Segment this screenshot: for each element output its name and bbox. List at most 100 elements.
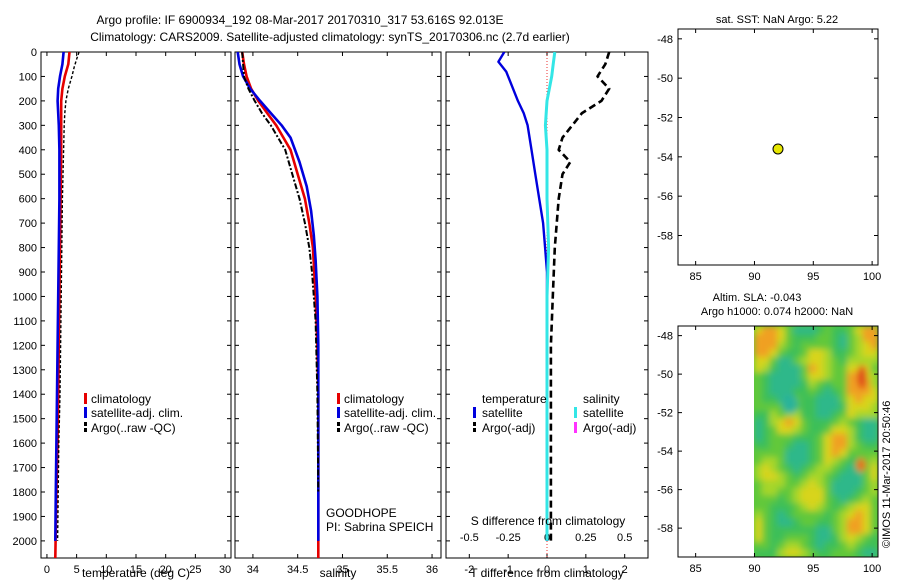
heatmap-cell bbox=[831, 326, 840, 335]
depth-tick-label: 2000 bbox=[13, 536, 37, 548]
temperature-axes-box bbox=[40, 51, 232, 559]
heatmap-cell bbox=[847, 549, 856, 557]
heatmap-cell bbox=[870, 341, 878, 350]
series-line-satellite-adj-clim bbox=[236, 52, 320, 541]
heatmap-cell bbox=[816, 480, 825, 489]
heatmap-cell bbox=[847, 533, 856, 543]
heatmap-cell bbox=[823, 387, 833, 396]
heatmap-cell bbox=[854, 410, 864, 419]
heatmap-cell bbox=[816, 364, 825, 373]
heatmap-cell bbox=[769, 533, 778, 543]
temperature-difference-label: T difference from climatology bbox=[470, 566, 624, 580]
heatmap-cell bbox=[777, 495, 786, 504]
heatmap-cell bbox=[800, 433, 809, 443]
heatmap-cell bbox=[870, 379, 878, 389]
heatmap-cell bbox=[769, 333, 778, 342]
heatmap-cell bbox=[862, 472, 871, 481]
legend-swatch-sal-argo bbox=[574, 422, 577, 433]
heatmap-cell bbox=[816, 356, 825, 366]
x-tick-label: 0 bbox=[544, 564, 550, 576]
heatmap-cell bbox=[862, 449, 871, 458]
heatmap-cell bbox=[785, 356, 794, 366]
lon-tick-label: 90 bbox=[748, 563, 760, 575]
heatmap-cell bbox=[754, 533, 763, 543]
heatmap-cell bbox=[792, 349, 802, 358]
depth-tick-label: 0 bbox=[31, 47, 37, 59]
heatmap-cell bbox=[816, 341, 825, 350]
heatmap-cell bbox=[831, 526, 840, 535]
heatmap-cell bbox=[777, 418, 786, 427]
heatmap-cell bbox=[777, 510, 786, 520]
heatmap-cell bbox=[754, 433, 763, 443]
heatmap-cell bbox=[754, 356, 763, 366]
heatmap-cell bbox=[831, 395, 840, 404]
heatmap-cell bbox=[862, 387, 871, 396]
heatmap-cell bbox=[777, 387, 786, 396]
heatmap-cell bbox=[769, 364, 778, 373]
difference-x-axis: -2 -1 0 1 2 bbox=[464, 52, 628, 576]
header-title-line1: Argo profile: IF 6900934_192 08-Mar-2017… bbox=[97, 13, 504, 27]
heatmap-cell bbox=[761, 472, 771, 481]
heatmap-cell bbox=[808, 364, 817, 373]
heatmap-cell bbox=[761, 426, 771, 435]
heatmap-cell bbox=[854, 387, 864, 396]
heatmap-cell bbox=[769, 326, 778, 335]
heatmap-cell bbox=[800, 456, 809, 466]
heatmap-cell bbox=[761, 410, 771, 419]
x-tick-label: 35.5 bbox=[377, 564, 398, 576]
heatmap-cell bbox=[800, 541, 809, 550]
heatmap-cell bbox=[831, 549, 840, 557]
heatmap-cell bbox=[862, 526, 871, 535]
heatmap-cell bbox=[839, 433, 848, 443]
heatmap-cell bbox=[785, 503, 794, 512]
lon-tick-label: 85 bbox=[690, 271, 702, 283]
heatmap-cell bbox=[823, 472, 833, 481]
heatmap-cell bbox=[870, 464, 878, 473]
heatmap-cell bbox=[823, 403, 833, 412]
heatmap-cell bbox=[769, 379, 778, 389]
heatmap-cell bbox=[847, 349, 856, 358]
depth-tick-label: 600 bbox=[19, 194, 37, 206]
heatmap-cell bbox=[808, 395, 817, 404]
heatmap-cell bbox=[862, 326, 871, 335]
heatmap-cell bbox=[769, 541, 778, 550]
heatmap-cell bbox=[761, 418, 771, 427]
heatmap-cell bbox=[792, 356, 802, 366]
heatmap-cell bbox=[862, 395, 871, 404]
lon-tick-label: 85 bbox=[690, 563, 702, 575]
heatmap-cell bbox=[870, 526, 878, 535]
heatmap-cell bbox=[854, 541, 864, 550]
heatmap-cell bbox=[847, 372, 856, 381]
heatmap-cell bbox=[870, 410, 878, 419]
legend-swatch-argo bbox=[84, 422, 87, 426]
heatmap-cell bbox=[847, 364, 856, 373]
heatmap-cell bbox=[862, 464, 871, 473]
heatmap-cell bbox=[823, 518, 833, 527]
heatmap-cell bbox=[792, 364, 802, 373]
lon-tick-label: 90 bbox=[748, 271, 760, 283]
x-tick-label: 2 bbox=[622, 564, 628, 576]
heatmap-cell bbox=[800, 526, 809, 535]
heatmap-cell bbox=[785, 326, 794, 335]
heatmap-cell bbox=[808, 410, 817, 419]
x-tick-label: -1 bbox=[503, 564, 513, 576]
heatmap-cell bbox=[792, 372, 802, 381]
heatmap-cell bbox=[823, 333, 833, 342]
heatmap-cell bbox=[761, 503, 771, 512]
location-map-lat-axis: -48 -50 -52 -54 -56 -58 bbox=[657, 34, 878, 243]
heatmap-cell bbox=[761, 456, 771, 466]
heatmap-cell bbox=[808, 456, 817, 466]
heatmap-cell bbox=[754, 418, 763, 427]
heatmap-cell bbox=[800, 387, 809, 396]
heatmap-cell bbox=[847, 464, 856, 473]
heatmap-cell bbox=[839, 333, 848, 342]
heatmap-cell-warm bbox=[856, 458, 866, 472]
heatmap-cell bbox=[862, 433, 871, 443]
heatmap-cell bbox=[808, 426, 817, 435]
heatmap-cell bbox=[831, 418, 840, 427]
heatmap-cell bbox=[839, 426, 848, 435]
heatmap-cell bbox=[847, 333, 856, 342]
heatmap-cell bbox=[823, 349, 833, 358]
heatmap-cell bbox=[870, 549, 878, 557]
heatmap-cell bbox=[785, 480, 794, 489]
